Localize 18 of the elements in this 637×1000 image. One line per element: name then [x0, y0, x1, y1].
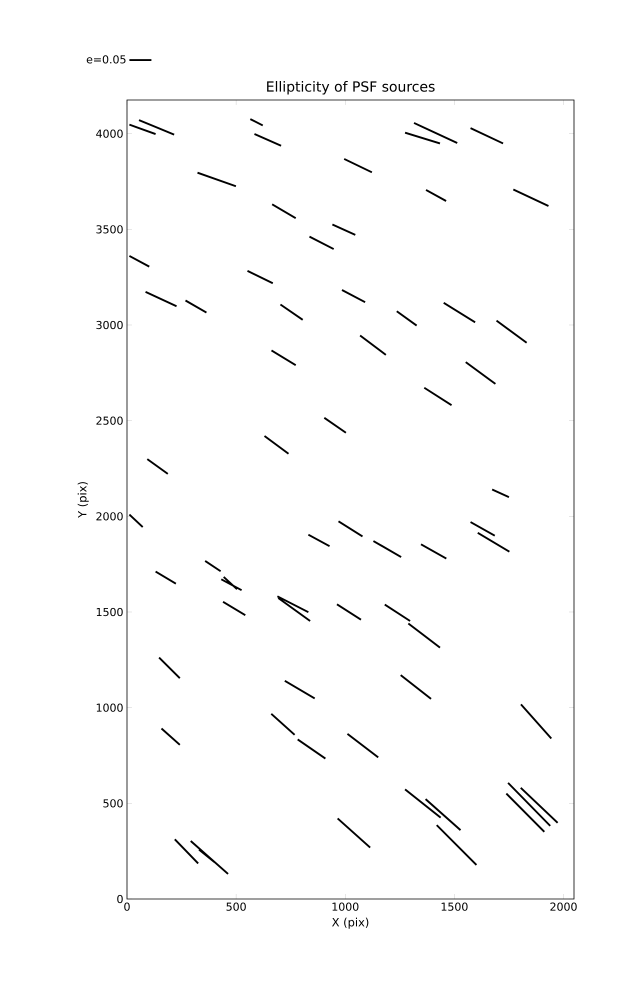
x-axis-title: X (pix) [332, 918, 368, 929]
y-tick-label: 500 [103, 799, 123, 808]
y-tick-label: 3000 [96, 320, 123, 330]
x-tick-label: 0 [124, 902, 130, 911]
x-tick-label: 1500 [442, 902, 468, 911]
y-tick-label: 2000 [96, 512, 123, 520]
x-tick-label: 1000 [332, 902, 358, 911]
legend-label: e=0.05 [86, 55, 126, 64]
y-tick-label: 1500 [96, 608, 123, 616]
chart-title: Ellipticity of PSF sources [267, 80, 435, 94]
x-tick-label: 2000 [550, 902, 577, 911]
y-tick-label: 1000 [96, 704, 123, 712]
y-tick-label: 0 [117, 894, 123, 904]
x-tick-label: 500 [226, 902, 246, 911]
y-tick-label: 4000 [96, 130, 123, 138]
y-axis-title: Y (pix) [78, 482, 89, 518]
y-tick-label: 3500 [96, 225, 123, 234]
y-tick-label: 2500 [96, 416, 123, 425]
